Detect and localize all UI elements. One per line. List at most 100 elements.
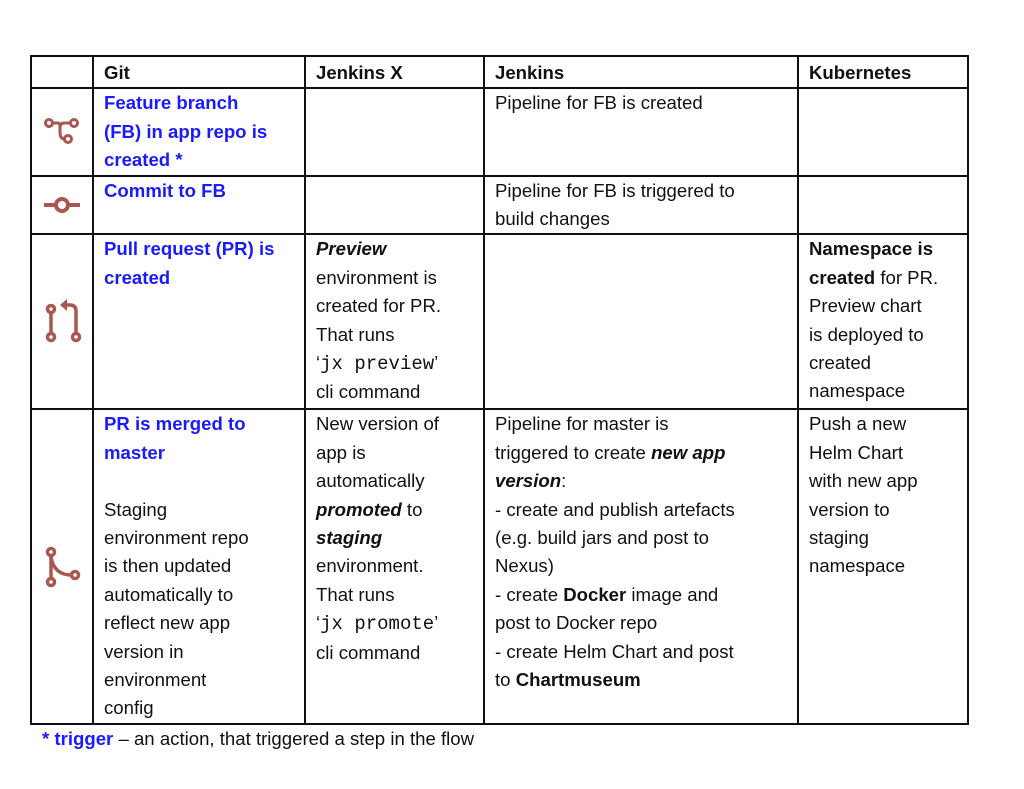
- cell-git: Commit to FB: [92, 174, 306, 236]
- table-row: Commit to FB Pipeline for FB is triggered…: [30, 174, 969, 236]
- text-segment: environment is: [316, 266, 437, 288]
- cell-line: version in: [104, 638, 296, 666]
- text-segment: Pipeline for FB is triggered to: [495, 179, 735, 201]
- cell-line: is deployed to: [809, 321, 959, 349]
- text-segment: version to: [809, 498, 890, 520]
- text-segment: is deployed to: [809, 323, 924, 345]
- text-segment: Commit to FB: [104, 179, 226, 201]
- cell-line: Pipeline for FB is triggered to: [495, 177, 789, 205]
- text-segment: new app: [651, 441, 726, 463]
- header-jenkins-x: Jenkins X: [304, 54, 485, 90]
- text-segment: namespace: [809, 380, 906, 402]
- text-segment: Docker: [563, 583, 627, 605]
- text-segment: created: [809, 266, 876, 288]
- cell-line: created: [104, 264, 296, 292]
- text-segment: created for PR.: [316, 295, 442, 317]
- cell-line: Pipeline for FB is created: [495, 89, 789, 117]
- cell-line: created for PR.: [316, 292, 475, 320]
- cell-line: ‘jx promote’: [316, 609, 475, 638]
- text-segment: master: [104, 441, 165, 463]
- git-flow-table: Git Jenkins X Jenkins Kubernetes Feature…: [30, 54, 969, 725]
- text-segment: Pipeline for master is: [495, 413, 669, 435]
- text-segment: That runs: [316, 323, 395, 345]
- cell-line: That runs: [316, 321, 475, 349]
- cell-line: with new app: [809, 467, 959, 495]
- text-segment: (FB) in app repo is: [104, 120, 268, 142]
- cell-line: app is: [316, 439, 475, 467]
- cell-line: reflect new app: [104, 609, 296, 637]
- header-kubernetes: Kubernetes: [797, 54, 969, 90]
- header-jenkins: Jenkins: [483, 54, 799, 90]
- cell-line: Namespace is: [809, 235, 959, 263]
- table-row: PR is merged to master Staging environment …: [30, 408, 969, 725]
- text-segment: Pipeline for FB is created: [495, 92, 703, 114]
- cell-line: version to: [809, 496, 959, 524]
- cell-line: triggered to create new app: [495, 439, 789, 467]
- text-segment: Feature branch: [104, 92, 239, 114]
- cell-line: Staging: [104, 496, 296, 524]
- footnote-text: – an action, that triggered a step in th…: [113, 728, 475, 749]
- text-segment: automatically to: [104, 583, 234, 605]
- cell-git: PR is merged to master Staging environment …: [92, 408, 306, 725]
- text-segment: ‘: [316, 612, 321, 634]
- git-pull-request-icon: [30, 233, 94, 411]
- cell-line: Commit to FB: [104, 177, 296, 205]
- cell-kubernetes: Namespace is created for PR. Preview chart…: [797, 233, 969, 411]
- cell-kubernetes: Push a new Helm Chart with new app version …: [797, 408, 969, 725]
- text-segment: New version of: [316, 413, 439, 435]
- cell-line: (e.g. build jars and post to: [495, 524, 789, 552]
- text-segment: app is: [316, 441, 366, 463]
- cell-line: build changes: [495, 205, 789, 233]
- cell-line: environment is: [316, 264, 475, 292]
- cell-line: Pipeline for master is: [495, 410, 789, 438]
- header-git: Git: [92, 54, 306, 90]
- cell-line: New version of: [316, 410, 475, 438]
- text-segment: build changes: [495, 208, 610, 230]
- text-segment: jx promote: [320, 613, 435, 636]
- text-segment: promoted: [316, 498, 402, 520]
- cell-line: Helm Chart: [809, 439, 959, 467]
- header-row: Git Jenkins X Jenkins Kubernetes: [30, 54, 969, 90]
- cell-jenkins-x: [304, 174, 485, 236]
- text-segment: version in: [104, 640, 184, 662]
- cell-line: Preview chart: [809, 292, 959, 320]
- cell-git: Pull request (PR) is created: [92, 233, 306, 411]
- text-segment: is then updated: [104, 555, 232, 577]
- git-commit-icon: [30, 174, 94, 236]
- cell-jenkins-x: [304, 87, 485, 177]
- cell-line: Pull request (PR) is: [104, 235, 296, 263]
- cell-line: [104, 467, 296, 495]
- text-segment: Namespace is: [809, 238, 934, 260]
- text-segment: Push a new: [809, 413, 907, 435]
- cell-line: - create Docker image and: [495, 581, 789, 609]
- text-segment: cli command: [316, 381, 421, 403]
- text-segment: cli command: [316, 641, 421, 663]
- text-segment: created: [809, 352, 872, 374]
- text-segment: config: [104, 697, 154, 719]
- cell-line: master: [104, 439, 296, 467]
- footnote-trigger: * trigger: [42, 728, 114, 749]
- cell-line: cli command: [316, 639, 475, 667]
- text-segment: triggered to create: [495, 441, 652, 463]
- text-segment: Preview chart: [809, 295, 922, 317]
- cell-kubernetes: [797, 87, 969, 177]
- text-segment: environment.: [316, 555, 424, 577]
- cell-line: - create Helm Chart and post: [495, 638, 789, 666]
- text-segment: (e.g. build jars and post to: [495, 527, 709, 549]
- text-segment: ’: [434, 612, 439, 634]
- cell-line: staging: [809, 524, 959, 552]
- cell-line: is then updated: [104, 552, 296, 580]
- text-segment: jx preview: [320, 353, 435, 376]
- footnote: * trigger – an action, that triggered a …: [42, 725, 474, 753]
- cell-line: promoted to: [316, 496, 475, 524]
- text-segment: - create Helm Chart and post: [495, 640, 734, 662]
- cell-line: environment: [104, 666, 296, 694]
- cell-line: automatically to: [104, 581, 296, 609]
- text-segment: Helm Chart: [809, 441, 904, 463]
- text-segment: Chartmuseum: [515, 669, 641, 691]
- cell-line: ‘jx preview’: [316, 349, 475, 378]
- cell-jenkins-x: Preview environment is created for PR. That…: [304, 233, 485, 411]
- text-segment: with new app: [809, 470, 918, 492]
- cell-jenkins-x: New version of app is automatically promote…: [304, 408, 485, 725]
- text-segment: created: [104, 266, 171, 288]
